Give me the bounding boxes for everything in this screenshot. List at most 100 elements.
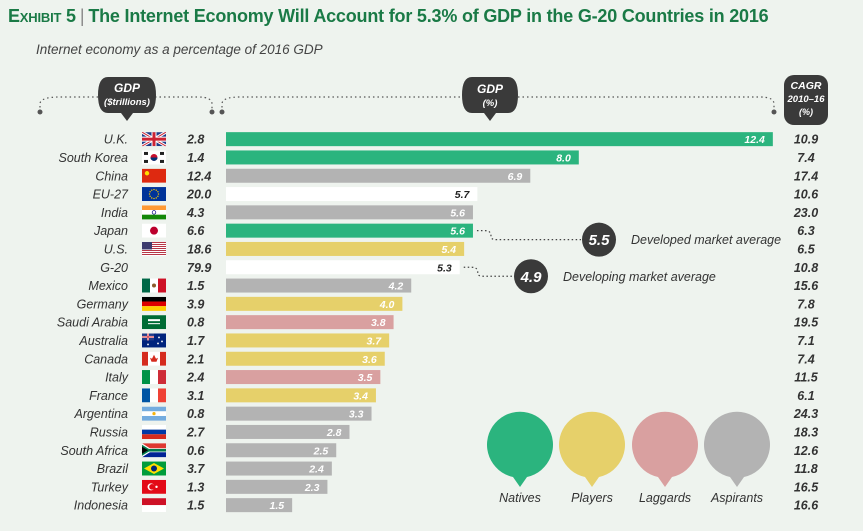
developing-average-label: Developing market average [563, 270, 716, 284]
gdp-percent-header-unit: (%) [483, 98, 498, 109]
country-label: Italy [105, 371, 129, 385]
bar-row-south-africa: South Africa 0.6 2.5 12.6 [60, 443, 819, 458]
flag-br-icon [142, 461, 166, 476]
country-label: South Africa [60, 444, 128, 458]
flag-part [142, 244, 166, 246]
gdp-trillions-value: 3.7 [187, 462, 205, 476]
bar-row-france: France 3.1 3.4 6.1 [89, 388, 815, 403]
flag-part [142, 247, 166, 249]
legend-item-players: Players [559, 411, 626, 505]
flag-ar-icon [142, 406, 166, 421]
legend-label: Players [571, 491, 613, 505]
flag-part [142, 446, 148, 454]
gdp-trillions-value: 2.7 [186, 425, 205, 439]
gdp-trillions-value: 0.8 [187, 407, 204, 421]
cagr-value: 18.3 [794, 425, 818, 439]
flag-part [148, 448, 166, 452]
cagr-value: 10.6 [794, 188, 819, 202]
flag-part [142, 250, 166, 252]
flag-part [158, 370, 166, 385]
flag-part [151, 189, 153, 191]
bar-row-italy: Italy 2.4 3.5 11.5 [105, 370, 819, 385]
bar-value-label: 2.3 [304, 482, 320, 494]
country-label: U.S. [104, 242, 128, 256]
flag-part [160, 151, 164, 155]
gdp-trillions-value: 6.6 [187, 224, 205, 238]
country-label: U.K. [104, 133, 128, 147]
bar-value-label: 12.4 [744, 134, 765, 146]
bar-value-label: 3.7 [367, 335, 383, 347]
cagr-value: 6.3 [797, 224, 814, 238]
cagr-value: 10.8 [794, 261, 818, 275]
bar [226, 479, 328, 494]
legend-swatch [487, 411, 553, 487]
flag-part [142, 415, 166, 421]
gdp-trillions-header: GDP [114, 81, 141, 95]
developed-average-value: 5.5 [589, 232, 611, 249]
bar-row-russia: Russia 2.7 2.8 18.3 [90, 424, 818, 439]
bar-value-label: 3.8 [371, 317, 386, 329]
flag-id-icon [142, 498, 166, 513]
cagr-value: 7.1 [797, 334, 814, 348]
flag-part [150, 388, 158, 403]
flag-part [153, 188, 155, 191]
flag-part [142, 306, 166, 311]
cagr-value: 11.5 [794, 371, 818, 385]
flag-part [142, 241, 152, 250]
legend-item-aspirants: Aspirants [704, 411, 770, 505]
developing-average-value: 4.9 [520, 269, 543, 286]
bar [226, 333, 390, 348]
flag-part [142, 252, 166, 254]
developed-average-label: Developed market average [631, 233, 781, 247]
flag-part [147, 343, 149, 346]
legend-swatch [559, 411, 626, 487]
legend-swatch [632, 411, 699, 487]
flag-part [151, 210, 157, 215]
bracket-dot [37, 109, 43, 115]
legend-label: Aspirants [710, 491, 763, 505]
gdp-trillions-value: 1.7 [187, 334, 205, 348]
gdp-percent-bubble [462, 77, 518, 121]
gdp-percent-bracket-left [221, 96, 462, 112]
bar-row-u-s-: U.S. 18.6 5.4 6.5 [104, 241, 816, 256]
bar-value-label: 1.5 [270, 500, 285, 512]
legend-label: Laggards [639, 491, 691, 505]
flag-part [142, 443, 166, 451]
flag-part [142, 505, 166, 513]
country-label: Germany [77, 297, 129, 311]
country-label: South Korea [59, 151, 129, 165]
bar-row-japan: Japan 6.6 5.6 6.3 [93, 223, 815, 238]
bar [226, 424, 350, 439]
gdp-trillions-value: 20.0 [186, 188, 211, 202]
gdp-trillions-value: 3.9 [187, 297, 204, 311]
gdp-trillions-value: 2.1 [186, 352, 204, 366]
gdp-trillions-value: 4.3 [186, 206, 204, 220]
legend-item-laggards: Laggards [632, 411, 699, 505]
bar [226, 315, 394, 330]
cagr-value: 12.6 [794, 444, 819, 458]
flag-part [155, 189, 157, 191]
bar [226, 205, 473, 220]
country-label: Argentina [73, 407, 128, 421]
developing-average-leader [463, 266, 513, 277]
country-label: Australia [78, 334, 128, 348]
flag-part [142, 434, 166, 439]
bar-value-label: 3.5 [358, 372, 373, 384]
flag-part [142, 246, 166, 248]
flag-part [142, 214, 166, 220]
country-label: India [101, 206, 128, 220]
flag-part [142, 388, 150, 403]
flag-part [142, 187, 166, 202]
gdp-trillions-header-unit: ($trillions) [104, 97, 150, 108]
flag-part [157, 195, 159, 197]
bar [226, 168, 531, 183]
country-label: China [95, 169, 128, 183]
flag-part [158, 388, 166, 403]
legend-swatch [704, 411, 770, 487]
bar-row-south-korea: South Korea 1.4 8.0 7.4 [59, 150, 815, 165]
bar [226, 132, 773, 147]
gdp-trillions-value: 79.9 [187, 261, 211, 275]
flag-us-icon [142, 241, 166, 256]
gdp-trillions-value: 12.4 [187, 169, 211, 183]
flag-part [142, 249, 166, 251]
